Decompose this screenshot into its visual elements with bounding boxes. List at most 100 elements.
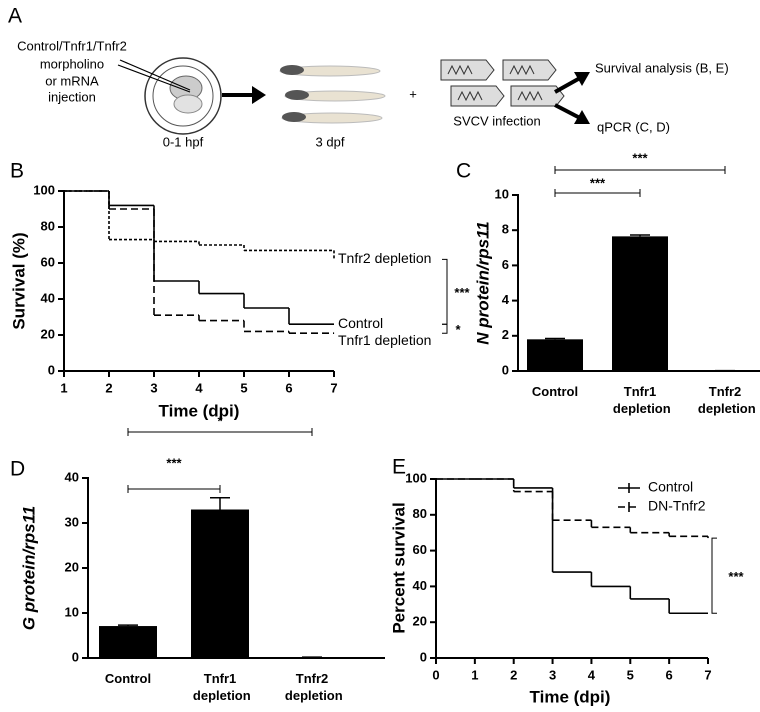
significance-label: * [455,322,461,337]
significance-bracket [127,485,221,493]
bar [612,236,668,371]
series-label: Control [338,315,383,331]
bar [527,339,583,371]
x-tick-label: 6 [285,380,292,395]
y-tick-label: 6 [502,257,509,272]
series-label: Tnfr1 depletion [338,332,431,348]
x-tick-label: 1 [60,380,67,395]
x-tick-label-line: Tnfr2 [296,671,329,686]
x-tick-label: 5 [627,667,634,682]
y-tick-label: 60 [41,254,55,269]
arrow [554,103,581,120]
bar [99,626,157,658]
x-tick-label: 0 [432,667,439,682]
y-axis-title: G protein/rps11 [19,506,38,630]
x-tick-label: Control [532,384,578,399]
y-tick-label: 60 [413,542,427,557]
needle [119,59,191,91]
injection-text: injection [48,89,96,104]
y-tick-label: 100 [33,182,55,197]
x-tick-label: Tnfr1 depletion [189,671,250,703]
panel-a: A Control/Tnfr1/Tnfr2 morpholino or mRNA… [8,5,729,150]
bar [191,509,249,658]
panel-label: E [392,456,406,479]
y-tick-label: 0 [72,649,79,664]
series-label: Tnfr2 depletion [338,250,431,266]
y-tick-label: 20 [65,559,79,574]
x-tick-label: 3 [150,380,157,395]
x-tick-label-line: depletion [281,688,342,703]
x-tick-label: Tnfr2 depletion [694,384,755,416]
virus-icons [440,59,565,107]
error-bar [210,497,230,510]
x-tick-label-line: Tnfr1 [204,671,237,686]
significance-label: *** [454,285,470,300]
arrow-head [574,72,590,86]
x-tick-label: Tnfr2 depletion [281,671,342,703]
chart-panel: E Percent survival 0 20 40 60 80 100 0 1 2 3 4 5 6 7 Tim… [389,456,744,707]
virus [510,85,565,107]
significance-label: *** [166,455,182,470]
error-bar [630,234,650,237]
y-tick-label: 10 [65,604,79,619]
y-tick-label: 2 [502,327,509,342]
virus [450,85,505,107]
x-tick-label: 7 [330,380,337,395]
injection-text: morpholino [40,56,104,71]
error-bar [545,337,565,340]
x-tick-label-line: Control [532,384,578,399]
y-tick-label: 80 [413,506,427,521]
plus: + [409,86,417,101]
virus-genome [447,64,543,102]
panel-label: A [8,5,22,28]
legend-label: DN-Tnfr2 [648,498,706,514]
y-tick-label: 100 [405,470,427,485]
y-tick-label: 40 [413,578,427,593]
significance-label: * [217,413,223,428]
x-tick-label: 2 [510,667,517,682]
y-axis-title: Survival (%) [9,232,28,329]
x-tick-label: Tnfr1 depletion [609,384,670,416]
larva-head [285,90,309,100]
y-tick-label: 4 [502,292,510,307]
x-tick-label: 4 [195,380,203,395]
arrow-head [252,86,266,104]
y-tick-label: 20 [41,326,55,341]
x-tick-label-line: Tnfr1 [624,384,657,399]
x-tick-label-line: depletion [189,688,250,703]
y-tick-label: 20 [413,614,427,629]
significance-label: *** [590,175,606,190]
x-axis-title: Time (dpi) [530,687,611,706]
x-tick-label-line: depletion [694,401,755,416]
chart-panel: B Survival (%) 0 20 40 60 80 100 1 2 3 4 5 6 7 Time (dp… [9,160,470,421]
panel-label: B [10,160,24,183]
significance-bracket [554,189,641,197]
y-axis-title: N protein/rps11 [473,221,492,344]
x-tick-label: 5 [240,380,247,395]
significance-label: *** [728,569,744,584]
virus [440,59,495,81]
virus [502,59,557,81]
x-tick-label-line: Tnfr2 [709,384,742,399]
significance-bracket [554,166,726,174]
x-tick-label: 3 [549,667,556,682]
x-tick-label: Control [105,671,151,686]
x-tick-label-line: depletion [609,401,670,416]
chart-panel: D G protein/rps11 0 10 20 30 40 Control Tnfr1 de… [10,413,385,703]
x-tick-label: 1 [471,667,478,682]
larva [279,65,381,77]
x-tick-label: 6 [666,667,673,682]
larva-head [280,65,304,75]
x-tick-label: 4 [588,667,596,682]
stage-label: 0-1 hpf [163,134,204,149]
y-tick-label: 0 [420,649,427,664]
larva-head [282,112,306,122]
x-tick-label: 7 [704,667,711,682]
panel-label: D [10,458,25,481]
x-axis-title: Time (dpi) [159,401,240,420]
larva [281,112,383,124]
y-tick-label: 40 [65,469,79,484]
y-tick-label: 80 [41,218,55,233]
stage-label: 3 dpf [316,134,345,149]
